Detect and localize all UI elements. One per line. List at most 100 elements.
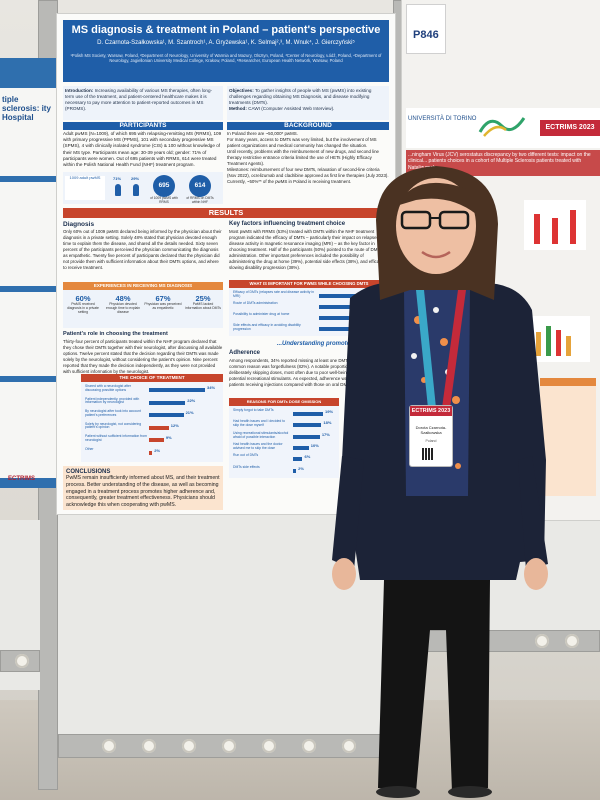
factors-text: Most pwMS with RRMS (53%) treated with D… — [229, 229, 389, 270]
participants-header: PARTICIPANTS — [63, 122, 223, 130]
left-poster-band — [0, 376, 58, 382]
right-poster-conclusion-box — [540, 386, 596, 496]
experience-value: 48% — [115, 294, 131, 303]
chart-bar-label: Shared with a neurologist after discussi… — [85, 384, 131, 392]
experience-label: Physician was perceived as empathetic — [144, 302, 182, 310]
chart-bar-row: Using recreational stimulants/alcohol af… — [233, 430, 339, 442]
factors-title: Key factors influencing treatment choice — [229, 221, 346, 227]
chart-bar-label: Side effects and efficacy in avoiding di… — [233, 323, 301, 331]
poster-authors: D. Czarnota-Szałkowska¹, M. Szantroch¹, … — [97, 40, 355, 46]
frame-hole — [302, 739, 316, 753]
right-poster-bar-chart — [524, 316, 590, 362]
chart-bar-row: Run out of DMTs 6% — [233, 453, 339, 464]
participants-text: Adult pwMS (N=1009), of which 695 with r… — [63, 131, 222, 167]
chart-bar — [149, 438, 164, 442]
frame-hole — [15, 654, 29, 668]
poster-number-card: P846 — [406, 4, 446, 54]
male-pct: 29% — [131, 176, 140, 181]
experience-value: 67% — [155, 294, 171, 303]
choice-header: THE CHOICE OF TREATMENT — [81, 374, 223, 382]
main-poster: MS diagnosis & treatment in Poland – pat… — [57, 14, 395, 514]
chart-bar — [149, 400, 186, 405]
background-item: Until recently, problems with the reimbu… — [227, 148, 379, 166]
chart-bar-label: Solely by neurologist, not considering p… — [85, 421, 142, 430]
experience-label: PwMS received diagnosis in a private set… — [67, 302, 99, 314]
frame-hole — [535, 634, 549, 648]
left-poster-band — [0, 58, 58, 88]
results-header: RESULTS — [63, 208, 389, 218]
experience-value: 60% — [75, 294, 91, 303]
choice-chart: THE CHOICE OF TREATMENT Shared with a ne… — [81, 374, 223, 462]
nhf-circle: 614 — [189, 175, 211, 197]
left-poster-title: tiple sclerosis: ity Hospital — [2, 95, 51, 122]
chart-bar-row: Had health issues and I decided to skip … — [233, 419, 339, 430]
chart-bar-row: Patient independently, provided with inf… — [85, 396, 223, 408]
patient-role-text: Thirty-four percent of participants trea… — [63, 339, 223, 374]
experiences-box: EXPERIENCES IN RECEIVING MS DIAGNOSIS 60… — [63, 282, 223, 328]
intro-text: Increasing availability of various MS th… — [65, 88, 213, 111]
chart-bar-value: 2% — [298, 465, 304, 471]
frame-hole — [342, 739, 356, 753]
chart-bar-value: 9% — [165, 435, 172, 440]
chart-bar-row: Shared with a neurologist after discussi… — [85, 384, 223, 395]
chart-bar-label: Patient without sufficient information f… — [85, 434, 147, 442]
chart-bar — [149, 425, 169, 430]
total-pwms: 1009 adult pwMS — [65, 175, 105, 200]
experience-label: PwMS lacked information about DMTs — [185, 302, 221, 310]
chart-bar-value: 2% — [154, 447, 161, 453]
background-item: In Poland there are ~50,000* pwMS. — [227, 131, 298, 136]
nhf-caption: of RRMS on DMTs within NHF — [186, 196, 214, 204]
chart-bar — [319, 305, 369, 309]
importance-header: WHAT IS IMPORTANT FOR PWMS WHILE CHOOSIN… — [229, 280, 389, 288]
conclusions-title: CONCLUSIONS — [66, 469, 111, 475]
frame-hole — [565, 634, 579, 648]
badge-country: Poland — [425, 439, 437, 443]
frame-hole — [142, 739, 156, 753]
male-icon — [133, 184, 139, 196]
chart-bar-row: Solely by neurologist, not considering p… — [85, 421, 223, 433]
chart-bar — [149, 450, 153, 455]
frame-hole — [102, 739, 116, 753]
chart-bar-value: 22% — [187, 397, 196, 403]
chart-bar-label: By neurologist after took into account p… — [85, 409, 141, 417]
chart-bar-label: Patient independently, provided with inf… — [85, 396, 140, 405]
intro-label: Introduction: — [65, 88, 94, 93]
chart-bar — [319, 294, 371, 298]
rrms-circle: 695 — [153, 175, 175, 197]
adherence-title: Adherence — [229, 350, 261, 356]
chart-bar-label: Possibility to administer drug at home — [233, 312, 290, 316]
chart-bar-label: DMTs side effects — [233, 464, 260, 469]
reasons-header: REASONS FOR DMTs DOSE OMISSION — [229, 398, 339, 406]
ectrims-logo: ECTRIMS 2023 — [540, 120, 600, 136]
female-icon — [115, 184, 121, 196]
participants-stats: 1009 adult pwMS 71% 29% 695 of 1009 pwMS… — [63, 172, 223, 204]
name-badge: ECTRIMS 2023 Dorota Czarnota-Szałkowska … — [410, 406, 452, 466]
experience-stat: 67% Physician was perceived as empatheti… — [144, 294, 182, 311]
experiences-header: EXPERIENCES IN RECEIVING MS DIAGNOSIS — [63, 282, 223, 290]
reasons-chart: REASONS FOR DMTs DOSE OMISSION Simply fo… — [229, 398, 339, 478]
background-list: In Poland there are ~50,000* pwMS. For m… — [227, 131, 389, 184]
conclusions-text: PwMS remain insufficiently informed abou… — [66, 475, 220, 508]
introduction-box: Introduction: Increasing availability of… — [63, 86, 223, 120]
left-poster-band — [0, 286, 58, 292]
poster-title: MS diagnosis & treatment in Poland – pat… — [71, 24, 381, 36]
chart-bar-label: Route of DMTs administration — [233, 301, 278, 305]
left-poster-ectrims-logo: ECTRIMS — [8, 476, 35, 482]
chart-bar-value: 21% — [185, 410, 194, 415]
left-poster-band — [0, 478, 58, 488]
badge-event: ECTRIMS 2023 — [410, 406, 452, 416]
background-item: For many years, access to DMTs was very … — [227, 136, 377, 148]
chart-bar — [293, 468, 297, 473]
chart-bar-label: Using recreational stimulants/alcohol af… — [233, 430, 289, 439]
experience-stat: 25% PwMS lacked information about DMTs — [184, 294, 222, 311]
chart-bar-value: 17% — [321, 431, 330, 437]
chart-bar — [319, 327, 357, 331]
chart-bar-row: Other 2% — [85, 447, 223, 458]
female-pct: 71% — [113, 176, 122, 181]
experience-value: 25% — [195, 294, 211, 303]
experience-stat: 60% PwMS received diagnosis in a private… — [64, 294, 102, 315]
chart-bar-value: 10% — [310, 442, 319, 448]
right-poster-logos: UNIVERSITÀ DI TORINO ECTRIMS 2023 — [406, 108, 600, 148]
left-poster-band — [0, 176, 58, 182]
chart-bar-row: Patient without sufficient information f… — [85, 434, 223, 445]
